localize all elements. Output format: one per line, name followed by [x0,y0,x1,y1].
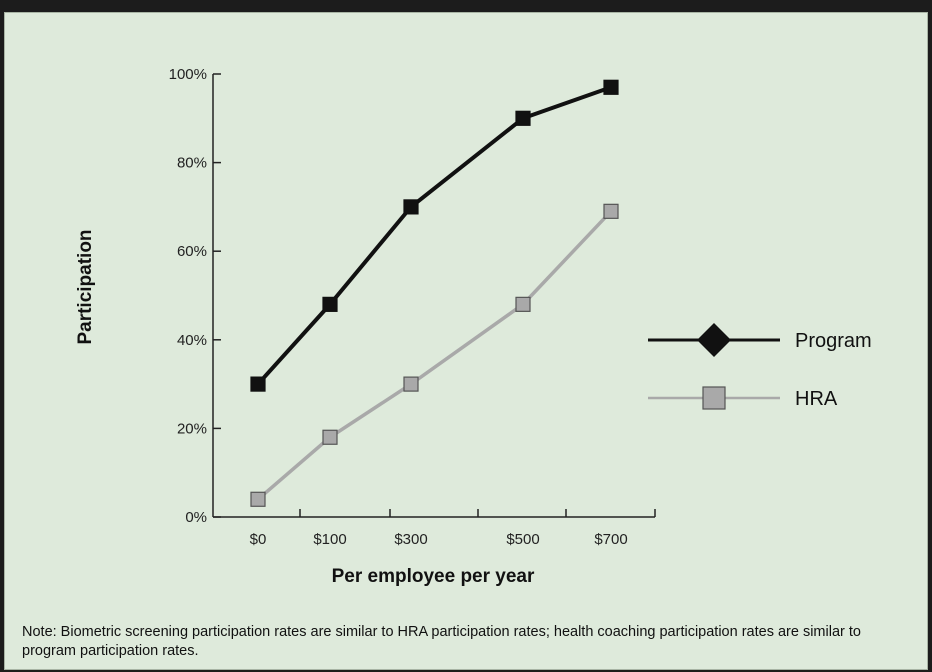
x-tick-label: $500 [506,531,539,548]
series-markers [250,79,619,507]
y-tick-label: 100% [169,66,207,83]
x-tick-label: $100 [313,531,346,548]
y-tick-label: 60% [177,243,207,260]
legend-marker-hra [702,386,726,410]
data-point-program [322,296,338,312]
data-point-program [603,79,619,95]
legend-label-hra: HRA [795,388,838,410]
legend-marker-program [697,323,731,357]
data-point-hra [515,296,531,312]
y-axis-label: Participation [75,229,96,345]
series-line-hra [256,210,613,501]
legend-label-program: Program [795,330,872,352]
data-point-hra [403,376,419,392]
x-tick-label: $700 [594,531,627,548]
x-tick-label: $0 [250,531,267,548]
data-point-program [515,110,531,126]
y-tick-label: 80% [177,155,207,172]
series-line-program [256,85,612,386]
series-lines [256,85,613,501]
legend: Program HRA [648,323,872,410]
data-point-hra [603,203,619,219]
y-tick-label: 20% [177,420,207,437]
y-tick-label: 0% [185,509,207,526]
chart-note: Note: Biometric screening participation … [22,624,861,659]
data-point-program [250,376,266,392]
data-point-hra [250,491,266,507]
x-axis-label: Per employee per year [331,566,535,587]
y-tick-label: 40% [177,332,207,349]
data-point-hra [322,429,338,445]
x-tick-label: $300 [394,531,427,548]
data-point-program [403,199,419,215]
axes: 0% 20% 40% 60% 80% 100% $0 $100 $300 $500 $700 [169,66,656,548]
